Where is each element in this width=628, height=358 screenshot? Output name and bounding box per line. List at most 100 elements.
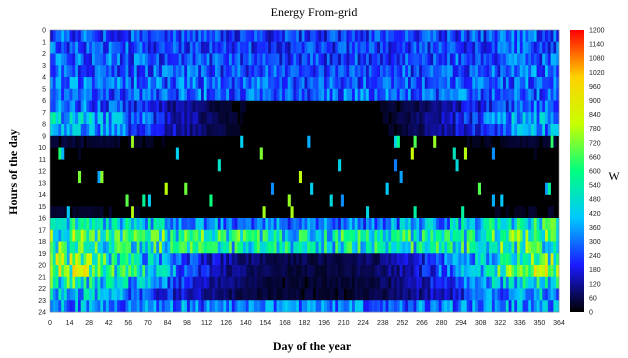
heatmap-cell [231, 41, 235, 54]
heatmap-cell [139, 77, 143, 90]
heatmap-cell [511, 100, 515, 113]
heatmap-cell [170, 218, 174, 231]
heatmap-cell [270, 276, 275, 289]
heatmap-cell [424, 30, 428, 43]
heatmap-cell [105, 276, 110, 289]
heatmap-cell [69, 65, 73, 78]
heatmap-cell [458, 112, 462, 125]
heatmap-cell [58, 300, 62, 313]
heatmap-cell [240, 265, 244, 278]
heatmap-cell [133, 88, 137, 101]
heatmap-cell [366, 218, 370, 231]
heatmap-cell [198, 77, 202, 90]
heatmap-cell [80, 65, 84, 78]
heatmap-cell [89, 253, 93, 266]
heatmap-cell [329, 30, 333, 43]
heatmap-cell [472, 300, 476, 313]
heatmap-cell [50, 77, 54, 90]
heatmap-cell [553, 253, 557, 266]
heatmap-cell [215, 88, 219, 101]
heatmap-cell [424, 65, 428, 78]
x-tick-label: 266 [416, 320, 428, 327]
heatmap-cell [421, 30, 426, 43]
heatmap-cell [284, 30, 289, 43]
heatmap-cell [145, 300, 149, 313]
heatmap-cell [69, 229, 73, 242]
heatmap-cell [279, 41, 283, 54]
heatmap-cell [547, 182, 551, 195]
heatmap-cell [335, 265, 339, 278]
heatmap-cell [494, 218, 498, 231]
heatmap-cell [388, 229, 392, 242]
heatmap-cell [522, 218, 526, 231]
y-tick-label: 18 [38, 239, 46, 246]
heatmap-cell [466, 41, 470, 54]
heatmap-cell [259, 288, 263, 301]
heatmap-cell [77, 65, 82, 78]
heatmap-cell [480, 300, 484, 313]
heatmap-cell [103, 218, 107, 231]
heatmap-cell [503, 53, 507, 66]
heatmap-cell [201, 30, 205, 43]
heatmap-cell [346, 30, 350, 43]
heatmap-cell [161, 300, 165, 313]
heatmap-cell [173, 88, 177, 101]
heatmap-cell [321, 88, 325, 101]
heatmap-cell [307, 30, 311, 43]
heatmap-cell [528, 53, 532, 66]
heatmap-cell [514, 218, 518, 231]
heatmap-cell [318, 53, 322, 66]
heatmap-cell [405, 124, 409, 137]
heatmap-cell [399, 124, 403, 137]
heatmap-cell [407, 124, 412, 137]
heatmap-cell [427, 288, 431, 301]
heatmap-cell [491, 41, 495, 54]
heatmap-cell [494, 288, 498, 301]
heatmap-cell [173, 218, 177, 231]
heatmap-cell [287, 88, 291, 101]
heatmap-cell [136, 77, 140, 90]
heatmap-cell [128, 100, 132, 113]
heatmap-cell [61, 265, 65, 278]
heatmap-cell [556, 300, 560, 313]
heatmap-cell [536, 288, 540, 301]
heatmap-cell [407, 241, 412, 254]
heatmap-cell [391, 276, 395, 289]
heatmap-cell [366, 265, 370, 278]
heatmap-cell [399, 218, 403, 231]
heatmap-cell [402, 112, 406, 125]
heatmap-cell [531, 241, 535, 254]
heatmap-cell [156, 229, 160, 242]
heatmap-cell [447, 65, 451, 78]
heatmap-cell [206, 77, 210, 90]
heatmap-cell [52, 77, 56, 90]
heatmap-cell [433, 124, 437, 137]
heatmap-cell [421, 77, 426, 90]
heatmap-cell [128, 65, 132, 78]
heatmap-cell [105, 77, 110, 90]
heatmap-cell [338, 229, 342, 242]
heatmap-cell [340, 30, 344, 43]
heatmap-cell [234, 253, 238, 266]
heatmap-cell [480, 100, 484, 113]
heatmap-cell [262, 276, 266, 289]
heatmap-cell [368, 218, 372, 231]
heatmap-cell [301, 229, 305, 242]
heatmap-cell [556, 229, 560, 242]
heatmap-cell [438, 112, 442, 125]
heatmap-cell [242, 265, 247, 278]
heatmap-cell [318, 253, 322, 266]
heatmap-cell [312, 88, 316, 101]
heatmap-cell [50, 88, 54, 101]
heatmap-cell [119, 241, 124, 254]
heatmap-cell [391, 88, 395, 101]
heatmap-cell [391, 218, 395, 231]
heatmap-cell [63, 265, 68, 278]
y-tick-label: 4 [42, 75, 46, 82]
heatmap-cell [242, 229, 247, 242]
heatmap-cell [452, 218, 456, 231]
heatmap-cell [63, 206, 68, 219]
heatmap-cell [91, 100, 96, 113]
heatmap-cell [58, 30, 62, 43]
heatmap-cell [136, 253, 140, 266]
